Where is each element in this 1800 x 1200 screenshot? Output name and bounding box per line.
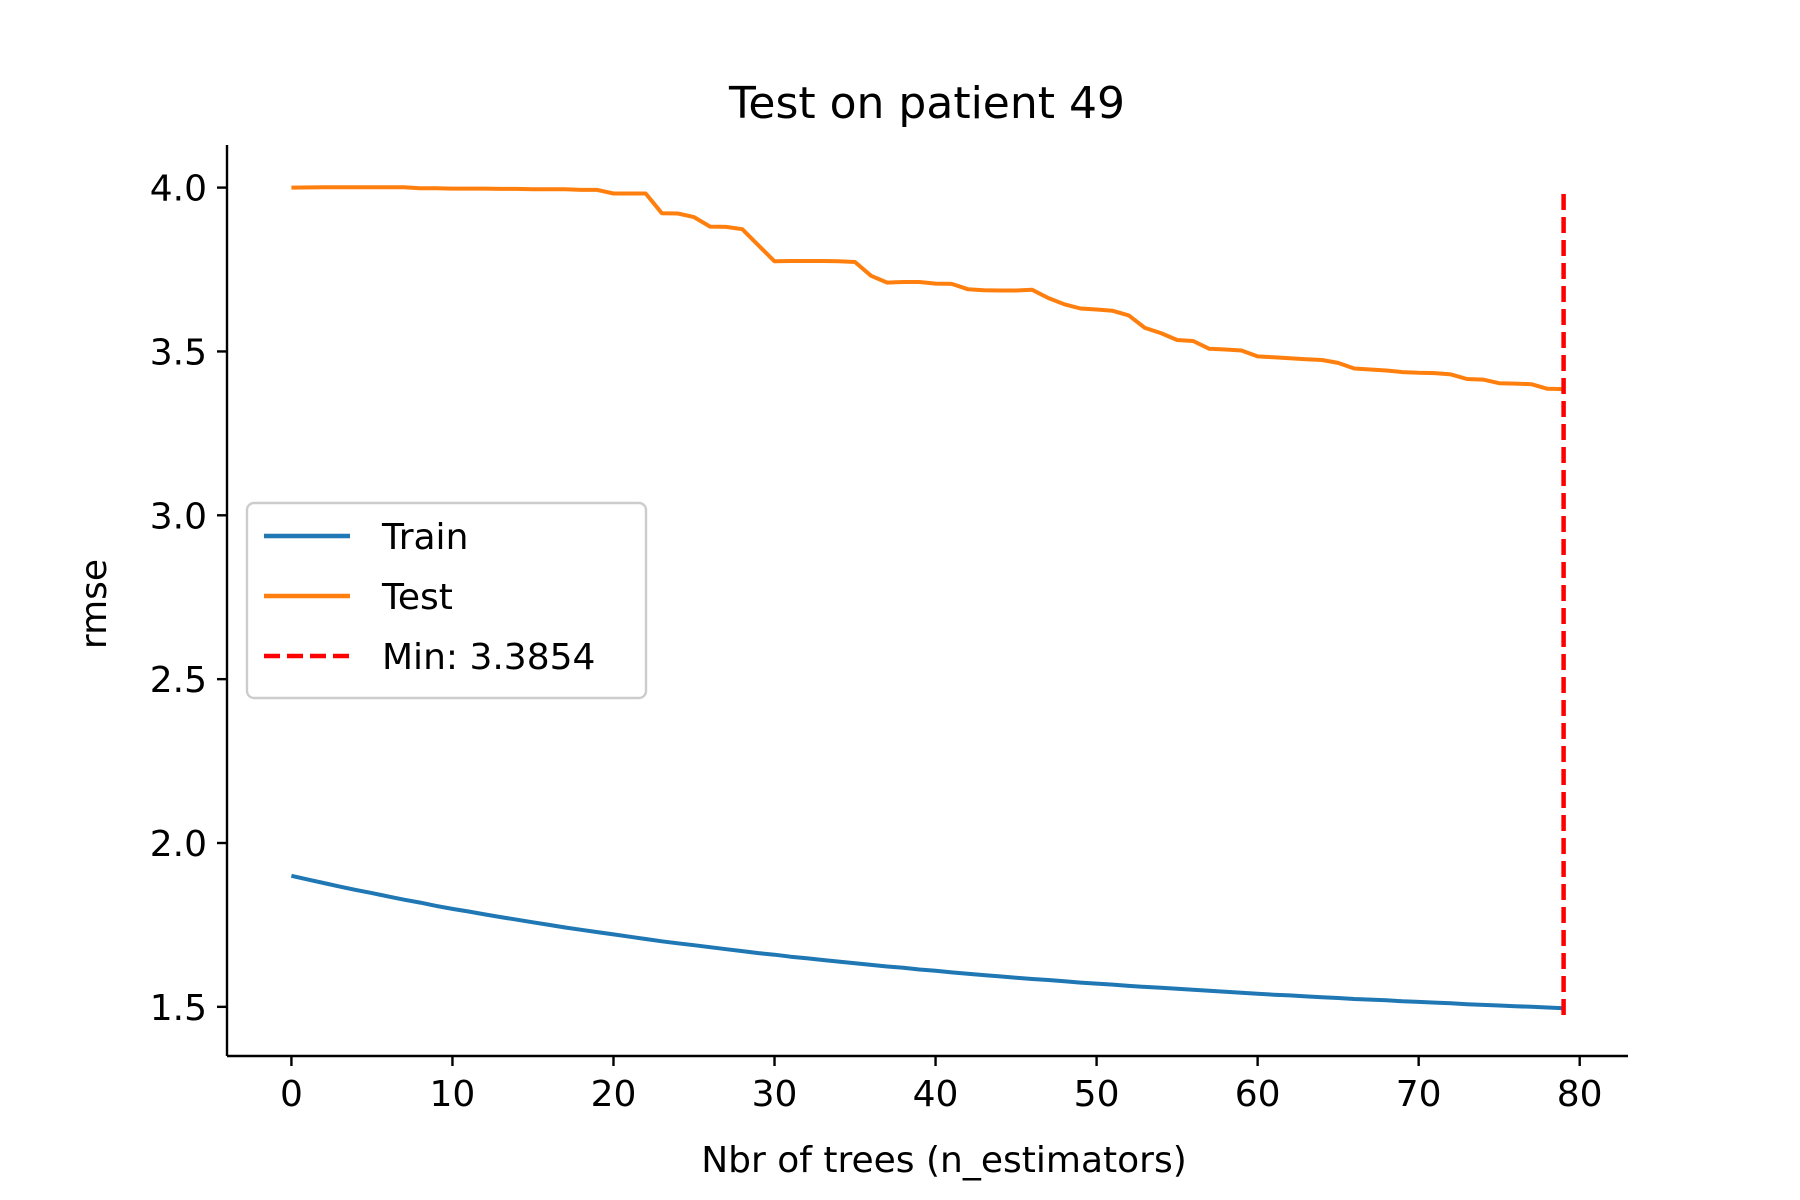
x-tick-label: 30 bbox=[752, 1074, 798, 1115]
x-tick-label: 60 bbox=[1235, 1074, 1281, 1115]
x-tick-label: 70 bbox=[1396, 1074, 1442, 1115]
legend-entries: Train Test Min: 3.3854 bbox=[264, 517, 595, 678]
x-tick-label: 20 bbox=[591, 1074, 637, 1115]
legend-label-train: Train bbox=[381, 517, 468, 558]
y-ticks: 1.5 2.0 2.5 3.0 3.5 4.0 bbox=[150, 169, 227, 1029]
legend-box bbox=[245, 501, 648, 700]
y-tick-label: 3.5 bbox=[150, 332, 207, 373]
x-axis-label: Nbr of trees (n_estimators) bbox=[701, 1140, 1187, 1181]
x-tick-label: 10 bbox=[430, 1074, 476, 1115]
series-line-train bbox=[290, 873, 1564, 1011]
x-tick-label: 80 bbox=[1557, 1074, 1603, 1115]
chart-title: Test on patient 49 bbox=[728, 78, 1125, 129]
legend-label-min-3-3854: Min: 3.3854 bbox=[382, 637, 595, 678]
x-tick-label: 50 bbox=[1074, 1074, 1120, 1115]
plot-area: 0 10 20 30 40 50 60 70 80 1.5 2.0 2.5 3.0 3.5 4.0 bbox=[150, 145, 1628, 1115]
y-tick-label: 1.5 bbox=[150, 988, 207, 1029]
x-ticks: 0 10 20 30 40 50 60 70 80 bbox=[280, 1056, 1603, 1115]
legend-label-test: Test bbox=[381, 577, 453, 618]
series-line-test bbox=[291, 185, 1564, 392]
y-tick-label: 3.0 bbox=[150, 496, 207, 537]
y-tick-label: 2.0 bbox=[150, 824, 207, 865]
x-tick-label: 0 bbox=[280, 1074, 303, 1115]
y-tick-label: 4.0 bbox=[150, 169, 207, 210]
y-tick-label: 2.5 bbox=[150, 660, 207, 701]
series-layer bbox=[290, 185, 1566, 1015]
y-axis-label: rmse bbox=[74, 559, 115, 649]
x-tick-label: 40 bbox=[913, 1074, 959, 1115]
legend: Train Test Min: 3.3854 bbox=[245, 501, 648, 700]
